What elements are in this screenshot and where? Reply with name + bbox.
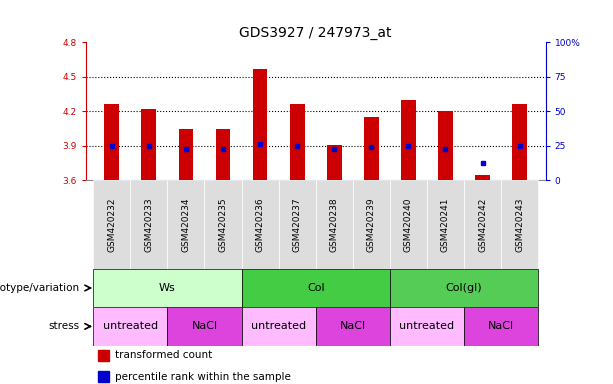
Text: GSM420241: GSM420241 [441,197,450,252]
Bar [464,180,501,269]
Bar [93,269,242,307]
Text: GSM420237: GSM420237 [292,197,302,252]
Bar [364,117,379,180]
Bar [167,307,242,346]
Bar [290,104,305,180]
Bar [316,307,390,346]
Bar [93,180,131,269]
Bar [464,307,538,346]
Bar [427,180,464,269]
Bar [216,129,230,180]
Bar [131,180,167,269]
Bar [242,180,279,269]
Text: GSM420233: GSM420233 [144,197,153,252]
Bar [178,129,193,180]
Text: transformed count: transformed count [115,351,213,361]
Bar [512,104,527,180]
Text: GSM420242: GSM420242 [478,197,487,252]
Text: genotype/variation: genotype/variation [0,283,80,293]
Bar [205,180,242,269]
Bar [401,100,416,180]
Text: NaCl: NaCl [191,321,218,331]
Bar [242,269,390,307]
Text: GSM420234: GSM420234 [181,197,191,252]
Bar [390,307,464,346]
Bar [352,180,390,269]
Text: NaCl: NaCl [488,321,514,331]
Bar [253,69,267,180]
Bar [327,145,341,180]
Bar [142,109,156,180]
Text: GSM420239: GSM420239 [367,197,376,252]
Bar [167,180,205,269]
Text: Col(gl): Col(gl) [446,283,482,293]
Bar [316,180,352,269]
Bar [242,307,316,346]
Text: stress: stress [48,321,80,331]
Bar [438,111,453,180]
Bar [390,269,538,307]
Bar [104,104,119,180]
Bar [390,180,427,269]
Text: GSM420238: GSM420238 [330,197,339,252]
Text: GSM420232: GSM420232 [107,197,116,252]
Bar [501,180,538,269]
Text: NaCl: NaCl [340,321,366,331]
Text: GSM420236: GSM420236 [256,197,265,252]
Text: untreated: untreated [251,321,306,331]
Bar [279,180,316,269]
Bar [93,307,167,346]
Text: GSM420243: GSM420243 [515,197,524,252]
Bar [475,175,490,180]
Text: untreated: untreated [103,321,158,331]
Text: untreated: untreated [399,321,454,331]
Text: percentile rank within the sample: percentile rank within the sample [115,372,291,382]
Title: GDS3927 / 247973_at: GDS3927 / 247973_at [240,26,392,40]
Text: Ws: Ws [159,283,176,293]
Text: GSM420235: GSM420235 [218,197,227,252]
Text: Col: Col [307,283,324,293]
Text: GSM420240: GSM420240 [404,197,413,252]
